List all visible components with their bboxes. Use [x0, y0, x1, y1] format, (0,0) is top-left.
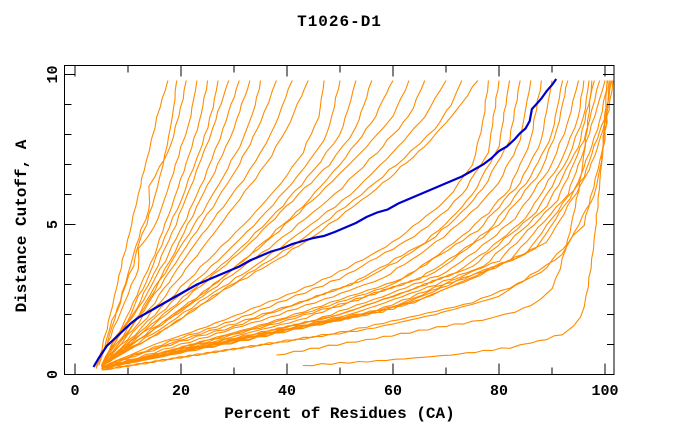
model-curve [101, 80, 341, 366]
y-tick-label: 10 [45, 65, 62, 83]
highlight-curve [92, 78, 558, 368]
model-curve [101, 80, 580, 370]
model-curve [95, 80, 178, 369]
x-axis-title: Percent of Residues (CA) [224, 405, 455, 423]
model-curve [95, 80, 169, 369]
x-tick-label: 100 [591, 383, 618, 400]
model-curve [101, 80, 240, 366]
model-curve [101, 80, 613, 370]
model-curve [101, 80, 595, 370]
y-axis-title: Distance Cutoff, A [13, 139, 31, 313]
model-curve [100, 80, 219, 366]
model-curve [302, 80, 608, 367]
model-curve [101, 80, 532, 370]
model-curve [101, 80, 426, 366]
model-curve [101, 80, 277, 366]
y-tick-label: 0 [45, 370, 62, 379]
model-curve [101, 80, 590, 370]
plot-frame [63, 64, 615, 376]
x-tick-label: 0 [70, 383, 79, 400]
chart-title: T1026-D1 [297, 13, 382, 31]
model-curve [101, 80, 373, 366]
model-curve [101, 80, 542, 370]
model-curve [101, 80, 325, 366]
model-curve [101, 80, 209, 366]
model-curve [101, 80, 614, 368]
y-tick-label: 5 [45, 220, 62, 229]
x-tick-label: 20 [172, 383, 190, 400]
model-curve [101, 80, 357, 368]
model-curve [101, 80, 309, 366]
model-curve [101, 80, 447, 366]
model-curve [101, 80, 410, 366]
model-curve [101, 80, 394, 366]
x-tick-label: 60 [384, 383, 402, 400]
model-curve [98, 80, 187, 366]
model-curve [101, 80, 262, 366]
model-curve [276, 80, 593, 356]
model-curve [101, 80, 611, 371]
model-curve [101, 80, 511, 368]
model-curve [101, 80, 553, 370]
model-curve [95, 80, 198, 368]
x-tick-label: 80 [490, 383, 508, 400]
model-curve [101, 80, 293, 366]
x-tick-label: 40 [278, 383, 296, 400]
model-curve [101, 80, 585, 370]
model-curve [101, 80, 521, 368]
model-curve [101, 80, 610, 371]
